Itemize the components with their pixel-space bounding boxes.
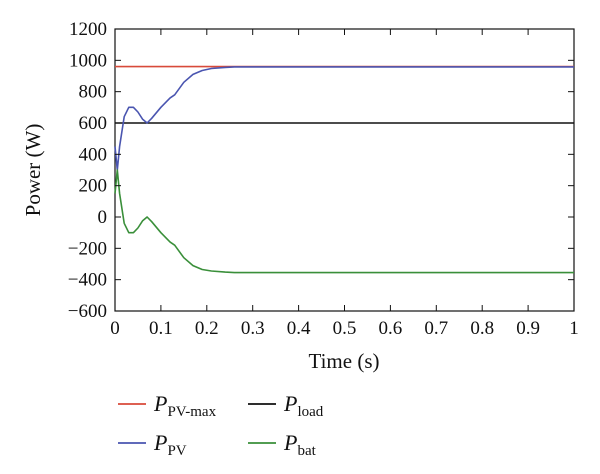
- x-tick-label: 0.1: [149, 318, 173, 339]
- legend-label: Pload: [283, 391, 324, 420]
- y-tick-label: −600: [68, 301, 107, 322]
- y-tick-label: 800: [79, 82, 108, 103]
- y-tick-label: 600: [79, 113, 108, 134]
- x-axis-label: Time (s): [309, 349, 380, 373]
- legend-label: PPV-max: [153, 391, 217, 420]
- y-tick-label: 1000: [69, 50, 107, 71]
- x-tick-label: 0.3: [241, 318, 265, 339]
- y-tick-label: 0: [98, 207, 108, 228]
- x-tick-label: 0.4: [287, 318, 311, 339]
- series-line-bat: [114, 169, 574, 274]
- series-line-pv: [114, 66, 574, 171]
- x-tick-label: 0.9: [516, 318, 540, 339]
- legend-item-load: Pload: [248, 391, 324, 420]
- legend-item-bat: Pbat: [248, 430, 317, 459]
- legend: PPV-max Pload PPV Pbat: [118, 391, 324, 459]
- x-tick-label: 0.6: [379, 318, 403, 339]
- x-tick-label: 0.8: [470, 318, 494, 339]
- x-tick-label: 0.5: [333, 318, 357, 339]
- y-tick-label: −400: [68, 270, 107, 291]
- legend-item-pv-max: PPV-max: [118, 391, 217, 420]
- legend-label: PPV: [153, 430, 187, 459]
- y-tick-label: 400: [79, 144, 108, 165]
- plot-frame: [114, 28, 575, 312]
- y-tick-label: −200: [68, 238, 107, 259]
- y-tick-label: 200: [79, 176, 108, 197]
- series-lines: [114, 65, 574, 274]
- x-tick-label: 1: [569, 318, 579, 339]
- legend-label: Pbat: [283, 430, 317, 459]
- x-tick-label: 0.2: [195, 318, 219, 339]
- x-tick-label: 0.7: [424, 318, 448, 339]
- y-axis-label: Power (W): [21, 124, 45, 217]
- legend-item-pv: PPV: [118, 430, 187, 459]
- x-tick-label: 0: [110, 318, 120, 339]
- y-tick-label: 1200: [69, 19, 107, 40]
- axis-ticks: 0 0.1 0.2 0.3 0.4 0.5 0.6 0.7 0.8 0.9 1 −600 −400 −20…: [68, 19, 579, 339]
